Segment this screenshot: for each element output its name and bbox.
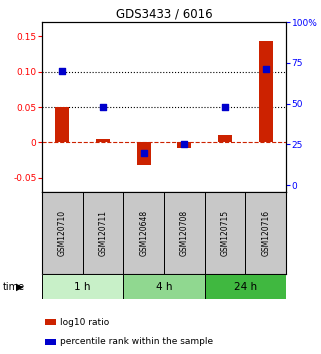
Text: GSM120711: GSM120711 [99, 210, 108, 256]
Bar [164, 192, 205, 274]
Bar [205, 192, 245, 274]
Point [60, 68, 65, 74]
Bar [123, 192, 164, 274]
Text: log10 ratio: log10 ratio [60, 318, 109, 326]
Text: 4 h: 4 h [156, 281, 172, 291]
Text: GSM120716: GSM120716 [261, 210, 270, 256]
Text: 1 h: 1 h [74, 281, 91, 291]
Text: percentile rank within the sample: percentile rank within the sample [60, 337, 213, 346]
Text: GSM120715: GSM120715 [221, 210, 230, 256]
Text: GSM120708: GSM120708 [180, 210, 189, 256]
Bar [123, 274, 205, 299]
Bar [55, 107, 69, 142]
Bar [245, 192, 286, 274]
Point [100, 104, 106, 110]
Title: GDS3433 / 6016: GDS3433 / 6016 [116, 8, 212, 21]
Point [222, 104, 228, 110]
Text: time: time [3, 281, 25, 291]
Point [182, 142, 187, 147]
Point [263, 67, 268, 72]
Bar [83, 192, 123, 274]
Bar [42, 192, 83, 274]
Text: GSM120648: GSM120648 [139, 210, 148, 256]
Bar [218, 135, 232, 142]
Bar [136, 142, 151, 165]
Text: GSM120710: GSM120710 [58, 210, 67, 256]
Point [141, 150, 146, 155]
Text: ▶: ▶ [16, 281, 24, 291]
Bar [205, 274, 286, 299]
Bar [42, 274, 123, 299]
Text: 24 h: 24 h [234, 281, 257, 291]
Bar [177, 142, 191, 148]
Bar [96, 139, 110, 142]
Bar [258, 41, 273, 142]
